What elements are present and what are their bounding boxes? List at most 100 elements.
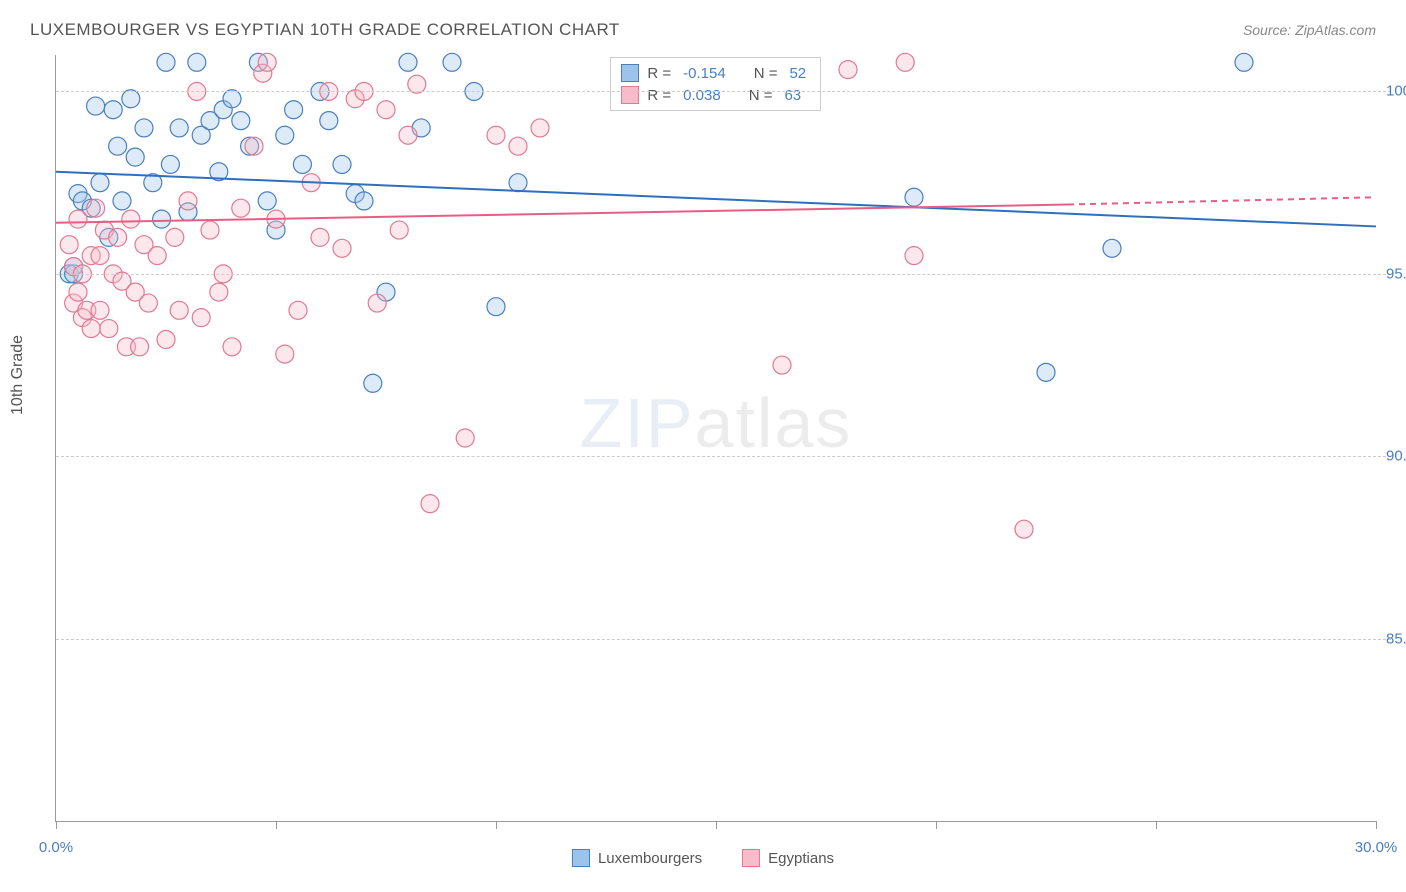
n-value-lux: 52 [789, 65, 806, 82]
regression-line-extrapolated [1068, 197, 1376, 204]
data-point [157, 331, 175, 349]
data-point [170, 301, 188, 319]
stats-legend-box: R = -0.154 N = 52 R = 0.038 N = 63 [610, 57, 821, 111]
data-point [368, 294, 386, 312]
data-point [896, 53, 914, 71]
data-point [443, 53, 461, 71]
data-point [161, 155, 179, 173]
x-tick [496, 821, 497, 829]
data-point [148, 247, 166, 265]
data-point [153, 210, 171, 228]
data-point [166, 228, 184, 246]
data-point [487, 126, 505, 144]
legend-label-egy: Egyptians [768, 850, 834, 867]
data-point [157, 53, 175, 71]
data-point [408, 75, 426, 93]
data-point [390, 221, 408, 239]
data-point [126, 148, 144, 166]
data-point [333, 239, 351, 257]
data-point [139, 294, 157, 312]
gridline [56, 91, 1391, 92]
data-point [487, 298, 505, 316]
data-point [69, 210, 87, 228]
x-tick [716, 821, 717, 829]
data-point [104, 101, 122, 119]
r-value-lux: -0.154 [683, 65, 726, 82]
x-tick [1156, 821, 1157, 829]
chart-title: LUXEMBOURGER VS EGYPTIAN 10TH GRADE CORR… [30, 20, 620, 40]
data-point [188, 53, 206, 71]
x-tick [1376, 821, 1377, 829]
data-point [456, 429, 474, 447]
data-point [320, 112, 338, 130]
data-point [69, 283, 87, 301]
data-point [1037, 363, 1055, 381]
data-point [289, 301, 307, 319]
data-point [170, 119, 188, 137]
data-point [109, 137, 127, 155]
data-point [201, 221, 219, 239]
r-label: R = [647, 87, 671, 104]
legend-label-lux: Luxembourgers [598, 850, 702, 867]
swatch-icon [572, 849, 590, 867]
data-point [91, 247, 109, 265]
data-point [91, 301, 109, 319]
data-point [276, 126, 294, 144]
data-point [377, 101, 395, 119]
data-point [333, 155, 351, 173]
data-point [1015, 520, 1033, 538]
gridline [56, 456, 1391, 457]
legend-item-luxembourgers: Luxembourgers [572, 849, 702, 867]
data-point [87, 97, 105, 115]
data-point [232, 112, 250, 130]
data-point [293, 155, 311, 173]
regression-line [56, 205, 1068, 223]
n-label: N = [754, 65, 778, 82]
swatch-icon [742, 849, 760, 867]
data-point [210, 283, 228, 301]
data-point [905, 188, 923, 206]
data-point [509, 137, 527, 155]
data-point [91, 174, 109, 192]
gridline [56, 639, 1391, 640]
data-point [100, 320, 118, 338]
r-label: R = [647, 65, 671, 82]
data-point [258, 53, 276, 71]
data-point [122, 210, 140, 228]
r-value-egy: 0.038 [683, 87, 721, 104]
data-point [905, 247, 923, 265]
y-axis-label: 10th Grade [9, 335, 27, 415]
chart-plot-area: ZIPatlas R = -0.154 N = 52 R = 0.038 N =… [55, 55, 1376, 822]
n-value-egy: 63 [784, 87, 801, 104]
data-point [421, 495, 439, 513]
data-point [192, 309, 210, 327]
data-point [258, 192, 276, 210]
legend-item-egyptians: Egyptians [742, 849, 834, 867]
x-tick [276, 821, 277, 829]
data-point [223, 338, 241, 356]
data-point [364, 374, 382, 392]
data-point [355, 192, 373, 210]
data-point [839, 61, 857, 79]
data-point [113, 192, 131, 210]
stats-row-egyptians: R = 0.038 N = 63 [621, 84, 810, 106]
data-point [276, 345, 294, 363]
stats-row-luxembourgers: R = -0.154 N = 52 [621, 62, 810, 84]
y-tick-label: 100.0% [1386, 83, 1406, 100]
x-tick [936, 821, 937, 829]
data-point [245, 137, 263, 155]
data-point [1235, 53, 1253, 71]
data-point [122, 90, 140, 108]
data-point [531, 119, 549, 137]
data-point [1103, 239, 1121, 257]
swatch-egyptians [621, 86, 639, 104]
data-point [399, 53, 417, 71]
data-point [232, 199, 250, 217]
source-attribution: Source: ZipAtlas.com [1243, 22, 1376, 38]
bottom-legend: Luxembourgers Egyptians [572, 849, 834, 867]
data-point [109, 228, 127, 246]
swatch-luxembourgers [621, 64, 639, 82]
chart-svg [56, 55, 1376, 821]
x-tick [56, 821, 57, 829]
data-point [509, 174, 527, 192]
